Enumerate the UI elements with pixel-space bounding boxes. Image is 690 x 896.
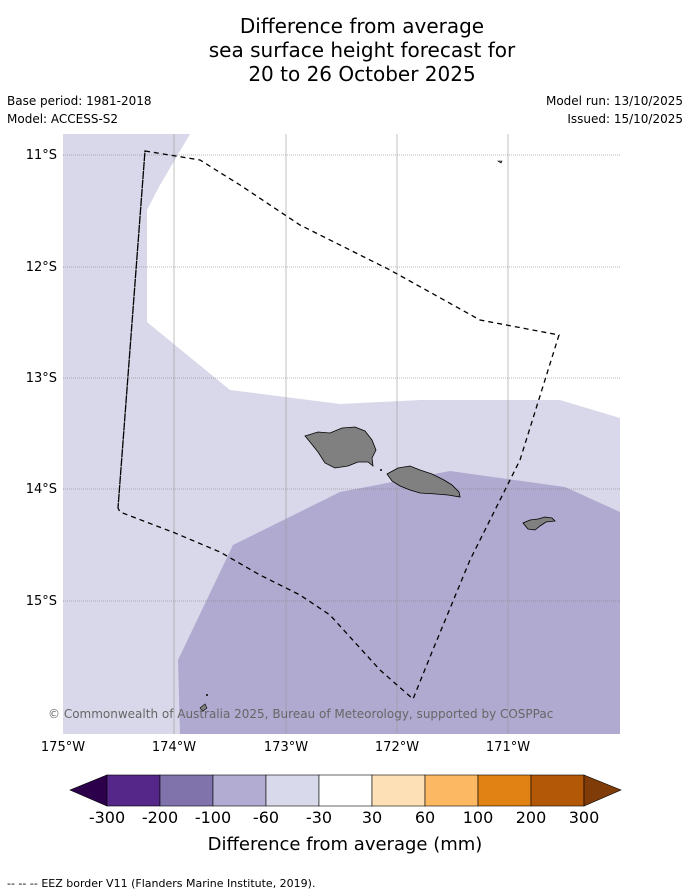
tutuila-island: [522, 516, 556, 531]
colorbar-tick-4: -60: [252, 808, 280, 827]
colorbar-bin-8: [477, 774, 532, 807]
lon-label-172w: 172°W: [374, 740, 420, 755]
manono-islet: [380, 469, 382, 471]
model-run: Model run: 13/10/2025: [545, 94, 683, 108]
colorbar-tick-9: 200: [515, 808, 547, 827]
colorbar: [69, 774, 622, 807]
base-period: Base period: 1981-2018: [7, 94, 152, 108]
title-line-1: Difference from average: [239, 14, 485, 38]
upolu-island: [386, 465, 461, 498]
lon-label-174w: 174°W: [151, 740, 197, 755]
meta-right: Model run: 13/10/2025 Issued: 15/10/2025: [546, 94, 683, 130]
lon-label-175w: 175°W: [40, 740, 86, 755]
map-title: Difference from average sea surface heig…: [0, 14, 690, 86]
lat-label-11s: 11°S: [25, 148, 57, 163]
colorbar-tick-8: 100: [462, 808, 494, 827]
title-line-2: sea surface height forecast for: [208, 38, 516, 62]
lon-label-171w: 171°W: [485, 740, 531, 755]
colorbar-title: Difference from average (mm): [207, 834, 483, 855]
grid-lines: [63, 134, 620, 734]
lat-label-13s: 13°S: [25, 371, 57, 386]
colorbar-bin-4: [265, 774, 320, 807]
colorbar-bin-2: [159, 774, 214, 807]
eez-border: [117, 150, 560, 701]
colorbar-bin-6: [371, 774, 426, 807]
colorbar-tick-1: -300: [88, 808, 126, 827]
colorbar-tick-3: -100: [194, 808, 232, 827]
savaii-island: [304, 426, 377, 469]
anomaly-band-minus100-minus60: [178, 471, 620, 734]
meta-left: Base period: 1981-2018 Model: ACCESS-S2: [7, 94, 152, 130]
colorbar-bin-9: [530, 774, 585, 807]
colorbar-bin-1: [106, 774, 161, 807]
small-island-southwest: [199, 703, 208, 712]
eez-legend: -- -- -- EEZ border V11 (Flanders Marine…: [7, 877, 315, 890]
lon-label-173w: 173°W: [263, 740, 309, 755]
colorbar-tick-7: 60: [414, 808, 436, 827]
colorbar-bin-3: [212, 774, 267, 807]
rose-atoll: [497, 160, 503, 164]
colorbar-tick-10: 300: [568, 808, 600, 827]
title-line-3: 20 to 26 October 2025: [248, 62, 476, 86]
colorbar-tick-2: -200: [141, 808, 179, 827]
colorbar-bin-7: [424, 774, 479, 807]
issued-date: Issued: 15/10/2025: [567, 112, 683, 126]
colorbar-under-arrow: [69, 774, 108, 807]
copyright-text: © Commonwealth of Australia 2025, Bureau…: [48, 707, 553, 721]
lat-label-12s: 12°S: [25, 260, 57, 275]
colorbar-bin-5: [318, 774, 373, 807]
eez-legend-symbol: -- -- --: [7, 877, 38, 890]
colorbar-over-arrow: [583, 774, 622, 807]
colorbar-tick-5: -30: [305, 808, 333, 827]
eez-legend-text: EEZ border V11 (Flanders Marine Institut…: [41, 877, 316, 890]
small-islet-southwest: [206, 694, 208, 696]
lat-label-15s: 15°S: [25, 594, 57, 609]
colorbar-tick-6: 30: [361, 808, 383, 827]
lat-label-14s: 14°S: [25, 482, 57, 497]
model-name: Model: ACCESS-S2: [7, 112, 119, 126]
